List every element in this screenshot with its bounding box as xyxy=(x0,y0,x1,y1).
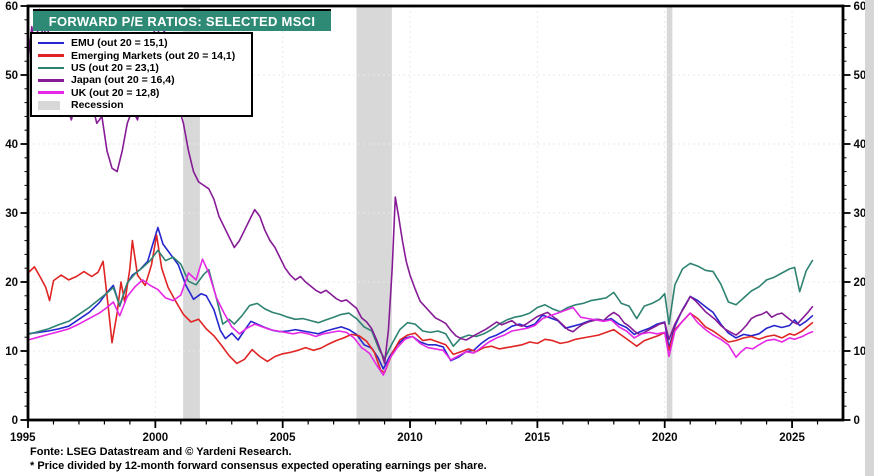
chart-title: FORWARD P/E RATIOS: SELECTED MSCI xyxy=(48,13,316,29)
series-line-us xyxy=(27,249,814,360)
y-tick-label-left: 20 xyxy=(5,277,18,289)
y-tick-label-right: 50 xyxy=(854,70,867,82)
x-tick-label: 2005 xyxy=(270,432,296,444)
legend-swatch xyxy=(38,41,64,45)
footnote: * Price divided by 12-month forward cons… xyxy=(30,460,487,472)
legend-label: Recession xyxy=(71,99,124,112)
legend-swatch xyxy=(38,66,64,70)
legend-item-emerging-markets: Emerging Markets (out 20 = 14,1) xyxy=(38,49,247,62)
x-tick-label: 2025 xyxy=(779,432,805,444)
y-tick-label-left: 0 xyxy=(12,415,18,427)
legend-item-us: US (out 20 = 23,1) xyxy=(38,62,247,74)
right-edge-strip xyxy=(865,0,874,476)
legend: EMU (out 20 = 15,1) Emerging Markets (ou… xyxy=(30,32,253,118)
y-tick-label-left: 10 xyxy=(5,346,18,358)
y-tick-label-right: 0 xyxy=(854,415,860,427)
legend-item-emu: EMU (out 20 = 15,1) xyxy=(38,37,247,49)
legend-item-japan: Japan (out 20 = 16,4) xyxy=(38,74,247,86)
y-tick-label-left: 40 xyxy=(5,139,18,151)
legend-label: Emerging Markets (out 20 = 14,1) xyxy=(71,49,236,62)
series-line-emu xyxy=(27,226,814,370)
y-tick-label-right: 60 xyxy=(854,1,867,13)
legend-label: Japan (out 20 = 16,4) xyxy=(71,74,175,87)
legend-label: UK (out 20 = 12,8) xyxy=(71,86,160,99)
chart-title-bar: FORWARD P/E RATIOS: SELECTED MSCI xyxy=(33,9,331,31)
legend-label: EMU (out 20 = 15,1) xyxy=(71,37,168,50)
y-tick-label-right: 10 xyxy=(854,346,867,358)
source-note: Fonte: LSEG Datastream and © Yardeni Res… xyxy=(30,446,292,458)
x-tick-label: 2010 xyxy=(397,432,423,444)
legend-swatch xyxy=(38,91,64,95)
series-line-uk xyxy=(27,258,814,376)
legend-label: US (out 20 = 23,1) xyxy=(71,61,159,74)
y-tick-label-left: 50 xyxy=(5,70,18,82)
y-tick-label-right: 30 xyxy=(854,208,867,220)
legend-swatch xyxy=(38,54,64,57)
legend-swatch xyxy=(38,79,64,82)
y-tick-label-right: 40 xyxy=(854,139,867,151)
x-tick-label: 2000 xyxy=(143,432,169,444)
y-tick-label-left: 60 xyxy=(5,1,18,13)
x-tick-label: 2020 xyxy=(652,432,678,444)
y-tick-label-right: 20 xyxy=(854,277,867,289)
legend-item-recession: Recession xyxy=(38,99,247,111)
x-tick-label: 2015 xyxy=(525,432,551,444)
x-tick-label: 1995 xyxy=(10,432,36,444)
series-line-emerging-markets xyxy=(27,234,814,374)
y-tick-label-left: 30 xyxy=(5,208,18,220)
legend-swatch xyxy=(38,100,60,110)
legend-item-uk: UK (out 20 = 12,8) xyxy=(38,87,247,99)
